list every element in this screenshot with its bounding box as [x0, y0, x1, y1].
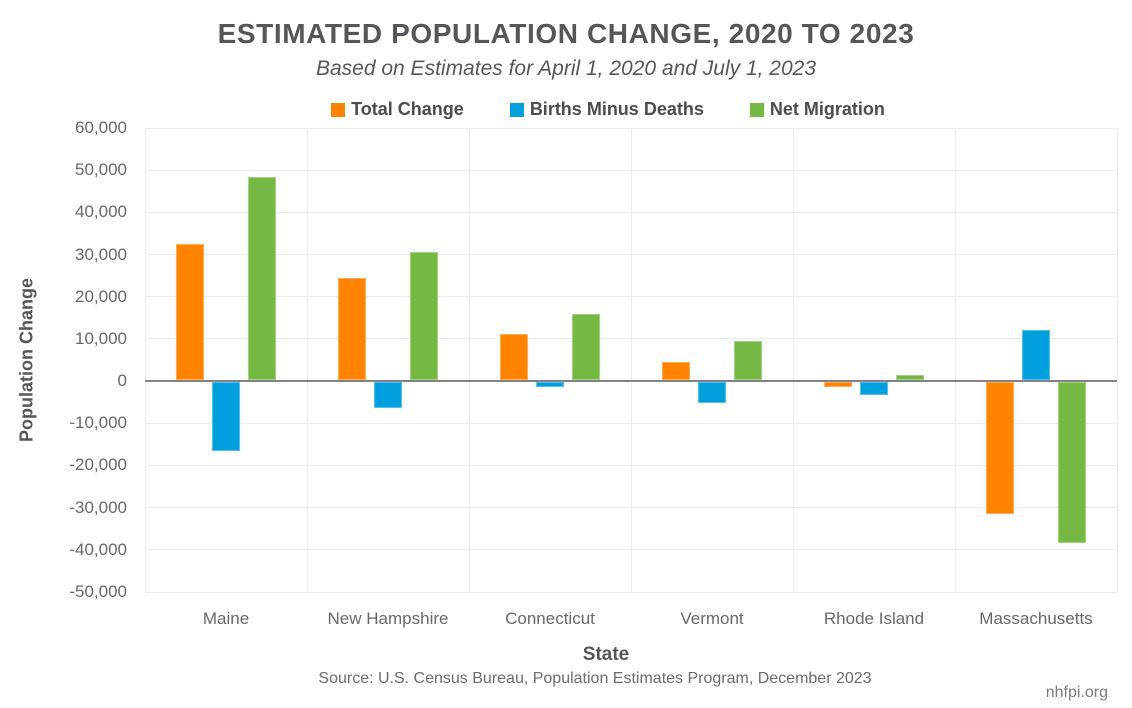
- y-tick-label: -10,000: [69, 413, 127, 433]
- x-category-label-massachusetts: Massachusetts: [979, 609, 1093, 628]
- chart-title: ESTIMATED POPULATION CHANGE, 2020 TO 202…: [217, 18, 915, 49]
- x-category-label-rhode-island: Rhode Island: [823, 609, 925, 628]
- gridline-v: [954, 128, 956, 592]
- x-category-label-vermont: Vermont: [680, 609, 744, 628]
- legend: Total Change Births Minus Deaths Net Migra…: [42, 99, 1132, 120]
- gridline-v: [468, 128, 470, 592]
- bar-total-change-connecticut: [499, 333, 529, 381]
- legend-label: Net Migration: [769, 99, 885, 119]
- bar-births-minus-deaths-massachusetts: [1021, 330, 1051, 381]
- gridline-v: [144, 128, 146, 592]
- site-watermark: nhfpi.org: [1045, 684, 1108, 701]
- legend-label: Total Change: [351, 99, 464, 119]
- y-tick-label: 10,000: [75, 328, 127, 348]
- bar-births-minus-deaths-vermont: [697, 382, 727, 403]
- y-tick-label: -20,000: [69, 455, 127, 475]
- x-axis-categories: Maine New Hampshire Connecticut Vermont Rhod…: [145, 609, 1117, 631]
- x-category-label-connecticut: Connecticut: [505, 609, 595, 628]
- legend-swatch-icon: [331, 102, 346, 117]
- bar-births-minus-deaths-maine: [211, 382, 241, 451]
- gridline-v: [792, 128, 794, 592]
- y-tick-label: -50,000: [69, 582, 127, 601]
- y-tick-label: -40,000: [69, 539, 127, 559]
- legend-item-net-migration: Net Migration: [749, 99, 885, 120]
- bar-births-minus-deaths-new-hampshire: [373, 382, 403, 408]
- gridline-v: [306, 128, 308, 592]
- legend-item-total-change: Total Change: [331, 99, 464, 120]
- bar-total-change-rhode-island: [823, 382, 853, 388]
- y-tick-label: 20,000: [75, 286, 127, 306]
- gridline-h: [145, 591, 1117, 593]
- y-axis-ticks: 60,000 50,000 40,000 30,000 20,000 10,000 0 -10…: [0, 118, 127, 601]
- bar-births-minus-deaths-connecticut: [535, 382, 565, 387]
- plot-area: [144, 127, 1118, 593]
- y-tick-label: 50,000: [75, 160, 127, 180]
- bar-total-change-maine: [175, 244, 205, 381]
- legend-item-births-minus-deaths: Births Minus Deaths: [509, 99, 704, 120]
- bar-net-migration-connecticut: [571, 313, 601, 381]
- chart-subtitle: Based on Estimates for April 1, 2020 and…: [315, 57, 817, 80]
- x-category-label-new-hampshire: New Hampshire: [327, 609, 449, 628]
- bar-total-change-vermont: [661, 362, 691, 381]
- x-axis-label: State: [582, 644, 630, 665]
- bar-net-migration-rhode-island: [895, 375, 925, 381]
- source-note: Source: U.S. Census Bureau, Population E…: [318, 670, 872, 687]
- bar-net-migration-maine: [247, 176, 277, 381]
- bar-total-change-new-hampshire: [337, 277, 367, 381]
- bar-total-change-massachusetts: [985, 382, 1015, 515]
- legend-label: Births Minus Deaths: [529, 99, 704, 119]
- bar-net-migration-massachusetts: [1057, 382, 1087, 544]
- legend-swatch-icon: [509, 102, 524, 117]
- y-tick-label: 30,000: [75, 244, 127, 264]
- gridline-v: [630, 128, 632, 592]
- legend-swatch-icon: [749, 102, 764, 117]
- bar-births-minus-deaths-rhode-island: [859, 382, 889, 396]
- y-tick-label: -30,000: [69, 497, 127, 517]
- x-category-label-maine: Maine: [202, 609, 250, 628]
- y-tick-label: 60,000: [75, 118, 127, 137]
- gridline-v: [1116, 128, 1118, 592]
- zero-line: [145, 380, 1117, 383]
- bar-net-migration-new-hampshire: [409, 252, 439, 381]
- y-tick-label: 40,000: [75, 202, 127, 222]
- bar-net-migration-vermont: [733, 341, 763, 381]
- y-tick-label: 0: [117, 371, 127, 391]
